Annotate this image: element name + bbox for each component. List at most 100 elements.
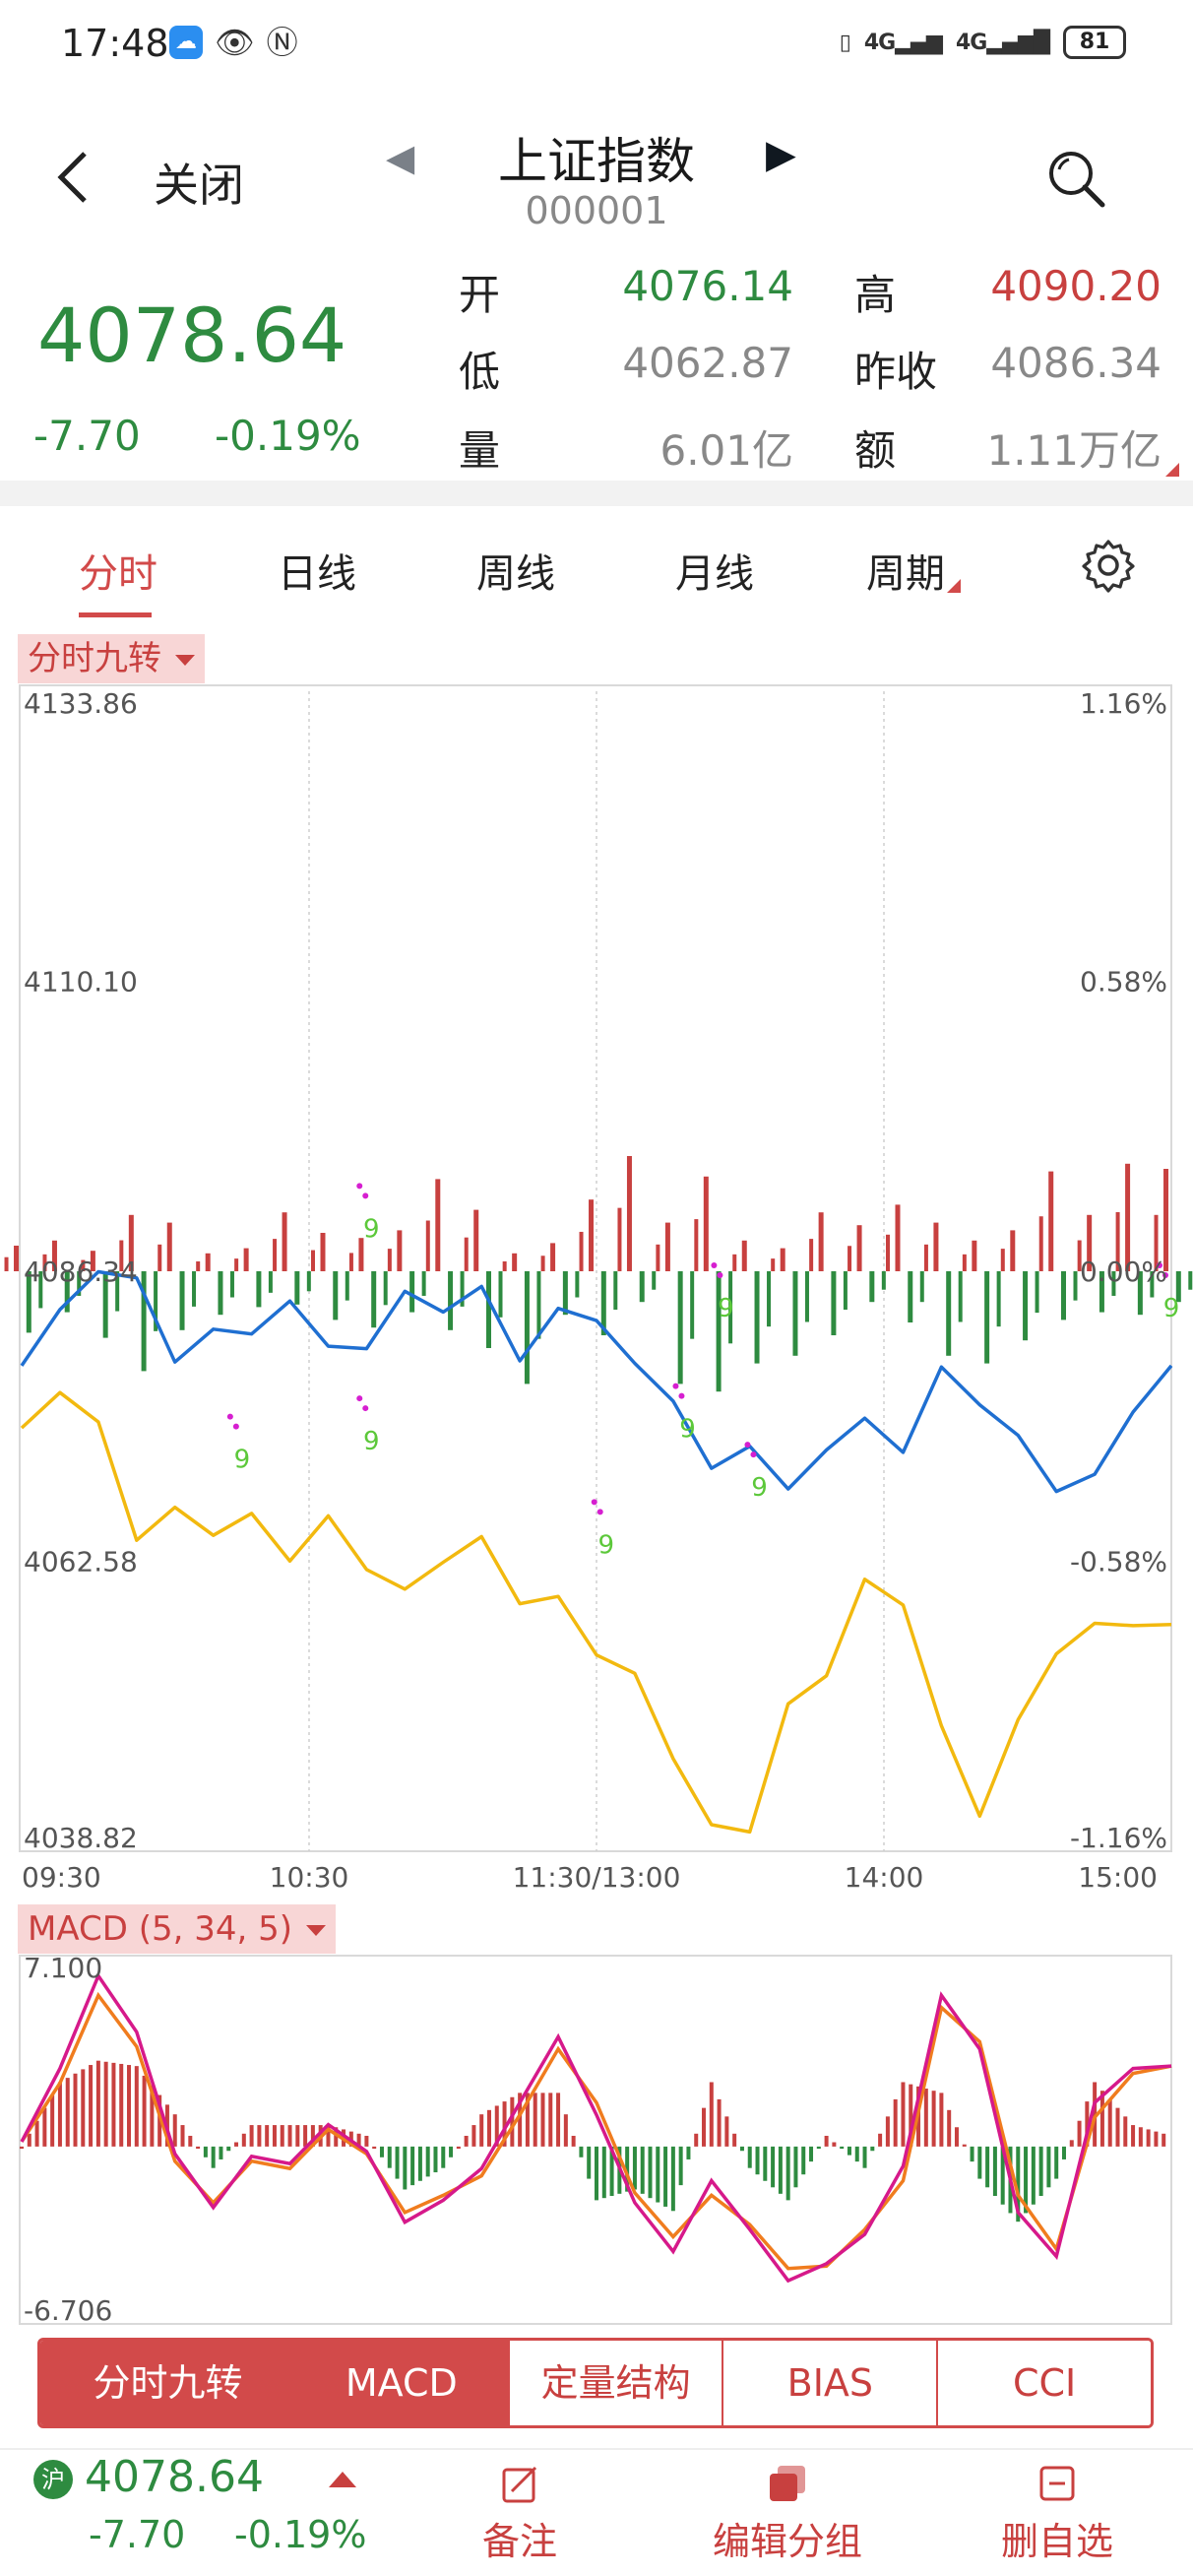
- volume-bar-down: [524, 1271, 530, 1385]
- macd-bar-up: [702, 2107, 707, 2147]
- volume-bar-down: [294, 1271, 300, 1305]
- volume-bar-down: [767, 1271, 772, 1327]
- macd-bar-up: [1131, 2125, 1136, 2147]
- macd-bar-up: [172, 2114, 177, 2147]
- volume-bar-up: [320, 1233, 326, 1271]
- macd-bar-up: [303, 2125, 308, 2147]
- volume-bar-up: [166, 1222, 172, 1271]
- macd-bar-up: [356, 2133, 361, 2147]
- back-icon[interactable]: [49, 148, 98, 207]
- macd-bar-down: [1054, 2146, 1059, 2179]
- intraday-chart[interactable]: 9 9 9 9 9 9 9 9 4133.86 4110.10 4086.34 4062.58 4038…: [0, 683, 1193, 1904]
- macd-bar-down: [609, 2146, 614, 2197]
- group-icon: [770, 2466, 805, 2501]
- nine-turn-dot: [750, 1451, 757, 1458]
- main-indicator-selector[interactable]: 分时九转: [18, 634, 205, 683]
- macd-bar-up: [310, 2125, 315, 2147]
- search-icon[interactable]: [1043, 146, 1108, 211]
- tab-weekly[interactable]: 周线: [476, 551, 555, 597]
- tab-period[interactable]: 周期: [866, 551, 945, 597]
- volume-value: 6.01亿: [659, 426, 793, 475]
- next-stock-icon[interactable]: ▶: [766, 132, 796, 177]
- volume-bar-down: [154, 1271, 158, 1331]
- tab-intraday[interactable]: 分时: [79, 551, 157, 597]
- nine-turn-dot: [711, 1261, 718, 1268]
- macd-bar-down: [763, 2146, 768, 2181]
- volume-bar-down: [498, 1271, 503, 1318]
- nfc-icon: Ⓝ: [266, 24, 298, 61]
- tab-daily[interactable]: 日线: [278, 551, 356, 597]
- note-button[interactable]: 备注: [421, 2450, 618, 2565]
- nine-turn-marker: 9: [363, 1214, 380, 1244]
- volume-bar-down: [639, 1271, 645, 1303]
- macd-bar-down: [778, 2146, 783, 2194]
- volume-bar-down: [728, 1271, 733, 1344]
- macd-bar-down: [970, 2146, 974, 2162]
- macd-bar-up: [65, 2078, 70, 2147]
- volume-bar-down: [1061, 1271, 1066, 1320]
- expand-corner-icon[interactable]: [1165, 463, 1179, 477]
- macd-bar-down: [985, 2146, 990, 2188]
- page-title: 上证指数: [498, 133, 695, 190]
- header: 关闭 ◀ 上证指数 000001 ▶: [0, 118, 1193, 246]
- active-tab-indicator: [79, 612, 152, 617]
- macd-bar-up: [20, 2146, 24, 2150]
- chart-frame: [19, 684, 1172, 1852]
- stock-code: 000001: [525, 189, 668, 232]
- volume-bar-down: [869, 1271, 875, 1303]
- volume-bar-down: [77, 1271, 82, 1296]
- macd-y-max: 7.100: [24, 1954, 102, 1984]
- volume-bar-down: [26, 1271, 31, 1333]
- indicator-nine-turn-button[interactable]: 分时九转: [40, 2341, 295, 2425]
- indicator-quant-button[interactable]: 定量结构: [507, 2341, 722, 2425]
- volume-bar-up: [387, 1249, 392, 1271]
- volume-bar-up: [310, 1250, 315, 1271]
- macd-bar-down: [579, 2146, 584, 2157]
- volume-bar-up: [856, 1225, 862, 1271]
- macd-bar-up: [1093, 2082, 1098, 2147]
- macd-bar-up: [548, 2093, 553, 2147]
- dropdown-icon: [175, 655, 195, 666]
- x-axis-label: 11:30/13:00: [513, 1861, 681, 1894]
- volume-bar-up: [1163, 1169, 1169, 1271]
- volume-bar-up: [780, 1248, 785, 1271]
- indicator-cci-button[interactable]: CCI: [936, 2341, 1151, 2425]
- volume-bar-down: [486, 1271, 491, 1348]
- edit-group-label: 编辑分组: [712, 2520, 862, 2563]
- gear-icon[interactable]: [1081, 538, 1136, 593]
- volume-bar-up: [1038, 1216, 1043, 1271]
- macd-chart[interactable]: 7.100 -6.706: [0, 1954, 1193, 2328]
- edit-group-button[interactable]: 编辑分组: [689, 2450, 886, 2565]
- macd-bar-down: [656, 2146, 660, 2203]
- indicator-bias-button[interactable]: BIAS: [722, 2341, 937, 2425]
- indicator-macd-button[interactable]: MACD: [294, 2341, 508, 2425]
- macd-bar-up: [832, 2142, 837, 2147]
- close-button[interactable]: 关闭: [154, 159, 244, 212]
- prev-stock-icon[interactable]: ◀: [386, 136, 415, 179]
- volume-bar-down: [1035, 1271, 1039, 1314]
- vibrate-icon: ▯: [839, 30, 851, 55]
- bottom-change-pct: -0.19%: [234, 2513, 367, 2556]
- macd-bar-up: [157, 2094, 162, 2147]
- volume-bar-up: [848, 1246, 852, 1271]
- macd-bar-down: [840, 2146, 845, 2150]
- macd-bar-up: [824, 2135, 829, 2147]
- macd-bar-up: [134, 2066, 139, 2147]
- open-value: 4076.14: [622, 262, 793, 310]
- tab-monthly[interactable]: 月线: [675, 551, 754, 597]
- macd-bar-up: [95, 2060, 100, 2147]
- last-price: 4078.64: [37, 291, 347, 379]
- price-change-pct: -0.19%: [215, 412, 361, 460]
- price-line: [20, 1269, 1173, 1494]
- volume-bar-down: [141, 1271, 147, 1372]
- sub-indicator-selector[interactable]: MACD (5, 34, 5): [18, 1904, 337, 1954]
- macd-bar-down: [870, 2146, 875, 2152]
- volume-bar-down: [409, 1271, 415, 1313]
- nine-turn-dot: [717, 1271, 723, 1278]
- macd-bar-up: [119, 2063, 124, 2147]
- macd-bar-down: [425, 2146, 430, 2177]
- macd-bar-up: [265, 2125, 270, 2147]
- macd-bar-up: [142, 2075, 147, 2147]
- macd-bar-down: [1061, 2146, 1066, 2159]
- delete-favorite-button[interactable]: 删自选: [959, 2450, 1156, 2565]
